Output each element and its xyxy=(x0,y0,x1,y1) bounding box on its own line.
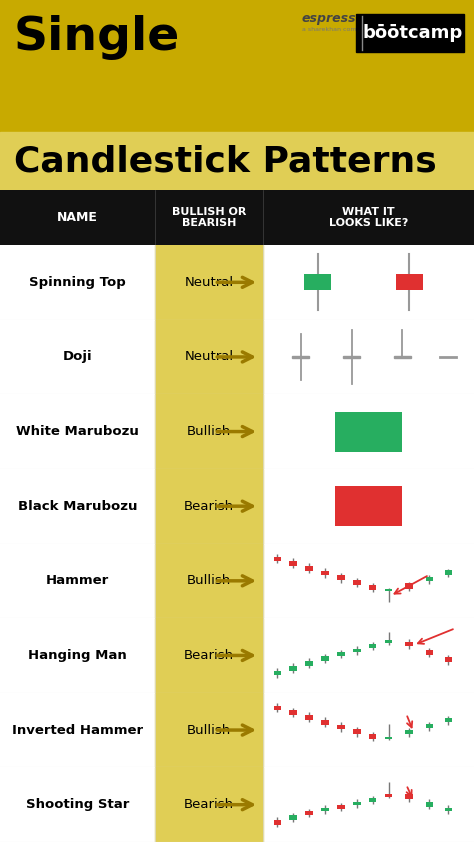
Bar xyxy=(445,570,452,575)
Bar xyxy=(369,798,376,802)
Text: Hammer: Hammer xyxy=(46,574,109,588)
Text: Doji: Doji xyxy=(63,350,92,364)
Bar xyxy=(369,644,376,647)
Text: Hanging Man: Hanging Man xyxy=(28,649,127,662)
Text: Bullish: Bullish xyxy=(187,574,231,588)
Bar xyxy=(356,14,464,52)
Bar xyxy=(321,656,328,661)
Bar xyxy=(405,642,413,647)
Text: Neutral: Neutral xyxy=(184,350,234,364)
Bar xyxy=(155,245,263,320)
Bar xyxy=(353,802,361,805)
Bar xyxy=(335,486,402,526)
Bar xyxy=(385,794,392,797)
Text: a sharekhan company: a sharekhan company xyxy=(302,27,372,32)
Bar xyxy=(290,561,297,566)
Bar xyxy=(445,807,452,812)
Bar xyxy=(155,618,263,693)
Bar xyxy=(155,394,263,469)
Bar xyxy=(394,355,411,358)
Bar xyxy=(405,730,413,734)
Text: espresso: espresso xyxy=(302,12,365,25)
Text: Spinning Top: Spinning Top xyxy=(29,276,126,289)
Text: bōōtcamp: bōōtcamp xyxy=(363,24,463,42)
Bar xyxy=(405,794,413,799)
Bar xyxy=(426,802,433,807)
Text: Black Marubozu: Black Marubozu xyxy=(18,499,137,513)
Text: Inverted Hammer: Inverted Hammer xyxy=(12,723,143,737)
Bar xyxy=(337,725,345,729)
Bar xyxy=(396,274,423,290)
Bar xyxy=(321,571,328,575)
Bar xyxy=(426,650,433,655)
Text: Single: Single xyxy=(14,15,180,60)
Bar xyxy=(321,720,328,725)
Text: Bearish: Bearish xyxy=(184,798,234,811)
Bar xyxy=(445,718,452,722)
Text: NAME: NAME xyxy=(57,211,98,224)
Bar xyxy=(305,812,313,815)
Bar xyxy=(290,710,297,715)
Bar xyxy=(273,820,281,824)
Bar xyxy=(343,355,360,358)
Bar xyxy=(321,807,328,812)
Bar xyxy=(155,469,263,543)
Bar xyxy=(337,575,345,580)
Bar xyxy=(155,320,263,394)
Bar xyxy=(369,585,376,590)
Text: Neutral: Neutral xyxy=(184,276,234,289)
Bar xyxy=(305,566,313,571)
Bar xyxy=(337,653,345,656)
Bar xyxy=(385,589,392,590)
Text: BULLISH OR
BEARISH: BULLISH OR BEARISH xyxy=(172,206,246,228)
Bar xyxy=(155,543,263,618)
Bar xyxy=(290,815,297,820)
Text: Shooting Star: Shooting Star xyxy=(26,798,129,811)
Bar xyxy=(385,737,392,738)
Bar xyxy=(155,767,263,842)
Bar xyxy=(405,584,413,589)
Bar xyxy=(369,734,376,738)
Bar xyxy=(353,580,361,585)
Bar xyxy=(273,670,281,675)
Bar xyxy=(304,274,331,290)
Bar xyxy=(385,640,392,642)
Bar xyxy=(335,412,402,451)
Bar xyxy=(273,557,281,561)
Bar xyxy=(273,706,281,710)
Bar xyxy=(292,355,310,358)
Bar xyxy=(337,805,345,809)
Text: Candlestick Patterns: Candlestick Patterns xyxy=(14,144,437,178)
Text: Bearish: Bearish xyxy=(184,649,234,662)
Bar xyxy=(155,693,263,767)
Bar xyxy=(426,724,433,728)
Text: Bullish: Bullish xyxy=(187,723,231,737)
Text: Bullish: Bullish xyxy=(187,425,231,438)
Text: Bearish: Bearish xyxy=(184,499,234,513)
Text: White Marubozu: White Marubozu xyxy=(16,425,139,438)
Bar xyxy=(305,715,313,720)
Text: WHAT IT
LOOKS LIKE?: WHAT IT LOOKS LIKE? xyxy=(329,206,408,228)
Bar xyxy=(0,132,474,190)
Bar xyxy=(353,729,361,734)
Bar xyxy=(445,658,452,662)
Bar xyxy=(426,577,433,582)
Bar xyxy=(290,666,297,670)
Bar xyxy=(305,661,313,666)
Bar xyxy=(353,649,361,653)
